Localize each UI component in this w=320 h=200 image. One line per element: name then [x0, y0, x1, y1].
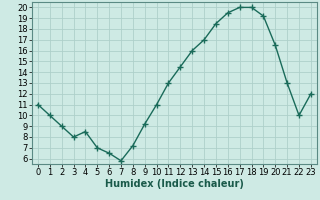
X-axis label: Humidex (Indice chaleur): Humidex (Indice chaleur): [105, 179, 244, 189]
